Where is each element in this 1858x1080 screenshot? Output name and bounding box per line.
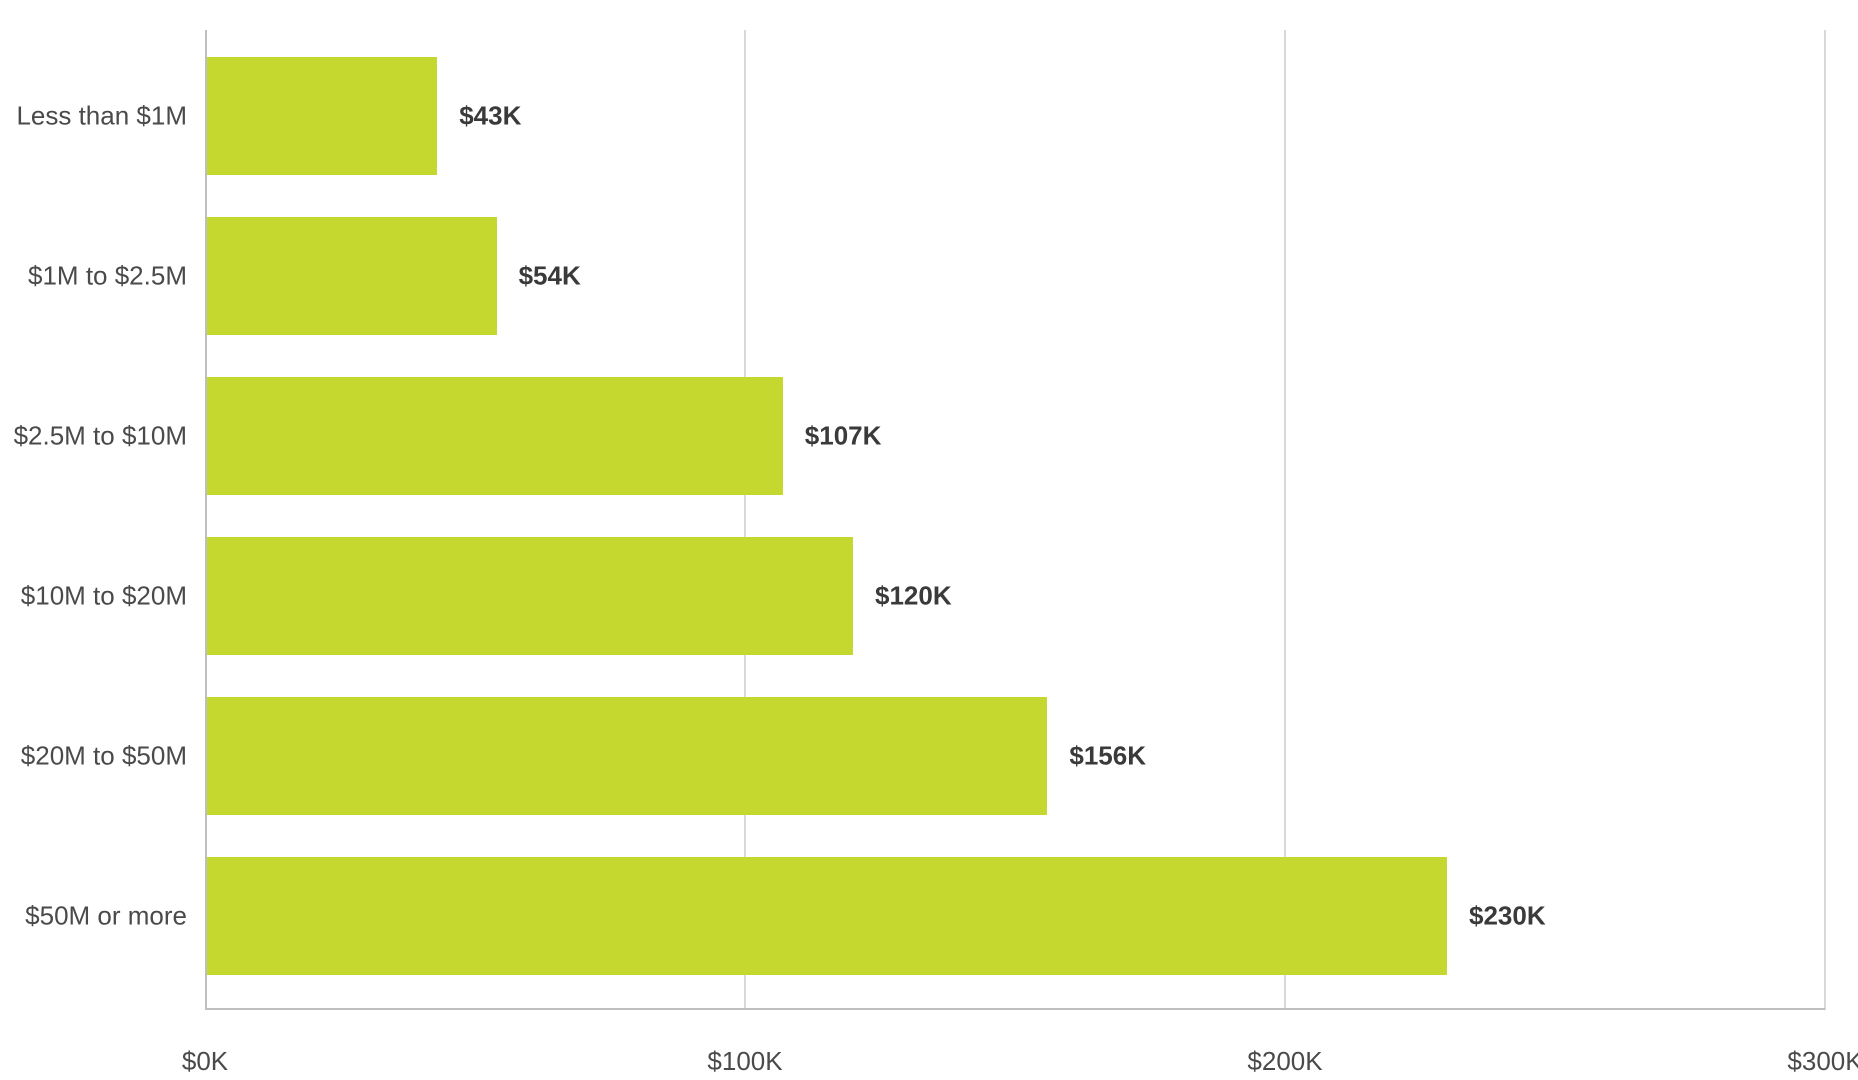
x-tick-label: $100K (707, 1046, 782, 1077)
bar (205, 217, 497, 335)
category-label: Less than $1M (0, 101, 187, 132)
bar (205, 537, 853, 655)
bar-row: $43K (205, 57, 1825, 175)
bar-value-label: $156K (1069, 741, 1146, 772)
category-label: $50M or more (0, 901, 187, 932)
category-label: $1M to $2.5M (0, 261, 187, 292)
category-label: $20M to $50M (0, 741, 187, 772)
bar-row: $156K (205, 697, 1825, 815)
bar (205, 697, 1047, 815)
bar-row: $54K (205, 217, 1825, 335)
bar-value-label: $107K (805, 421, 882, 452)
bar (205, 857, 1447, 975)
category-label: $10M to $20M (0, 581, 187, 612)
x-axis-line (205, 1008, 1825, 1010)
bar-row: $230K (205, 857, 1825, 975)
bar-row: $120K (205, 537, 1825, 655)
bar-value-label: $54K (519, 261, 581, 292)
bar-row: $107K (205, 377, 1825, 495)
bar (205, 57, 437, 175)
x-tick-label: $0K (182, 1046, 228, 1077)
bar-value-label: $230K (1469, 901, 1546, 932)
x-tick-label: $300K (1787, 1046, 1858, 1077)
bar-value-label: $120K (875, 581, 952, 612)
plot-area: $43K $54K $107K $120K $156K $230K (205, 30, 1825, 1010)
bar-value-label: $43K (459, 101, 521, 132)
category-label: $2.5M to $10M (0, 421, 187, 452)
x-tick-label: $200K (1247, 1046, 1322, 1077)
y-axis-line (205, 30, 207, 1010)
bar (205, 377, 783, 495)
chart-container: $43K $54K $107K $120K $156K $230K Less than $… (0, 0, 1858, 1080)
